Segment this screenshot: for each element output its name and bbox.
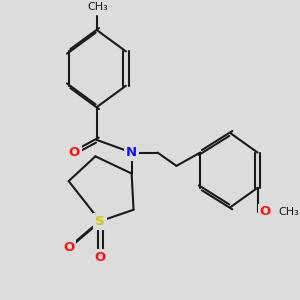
Text: S: S [95,215,105,228]
Text: O: O [63,242,74,254]
Text: O: O [69,146,80,159]
Text: N: N [126,146,137,159]
Text: CH₃: CH₃ [278,207,299,217]
Text: CH₃: CH₃ [87,2,108,12]
Text: O: O [260,205,271,218]
Text: O: O [94,251,106,264]
